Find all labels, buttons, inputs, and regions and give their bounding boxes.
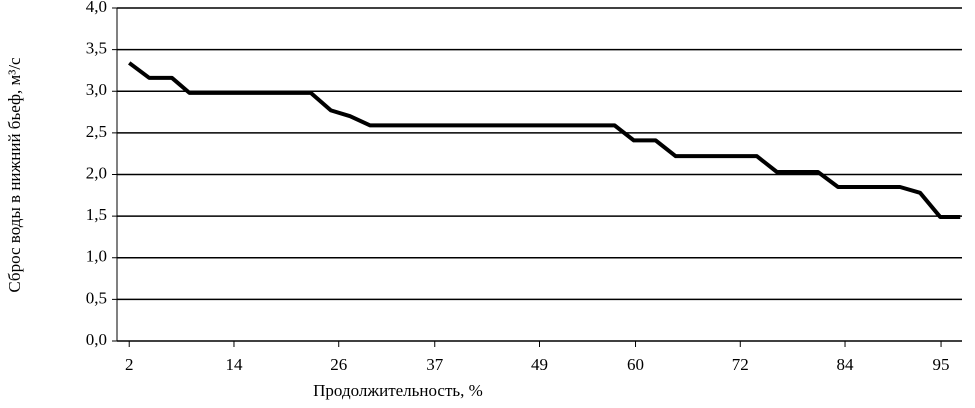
- x-tick-label: 49: [531, 355, 548, 374]
- y-tick-label: 4,0: [86, 0, 107, 16]
- y-axis-label: Сброс воды в нижний бьеф, м³/с: [5, 57, 24, 293]
- x-tick-label: 37: [426, 355, 444, 374]
- y-tick-label: 3,5: [86, 39, 107, 58]
- x-tick-label: 60: [627, 355, 644, 374]
- x-tick-label: 14: [225, 355, 243, 374]
- y-tick-label: 0,0: [86, 330, 107, 349]
- x-axis-label: Продолжительность, %: [313, 381, 483, 400]
- x-tick-label: 95: [933, 355, 950, 374]
- line: [128, 61, 961, 219]
- y-tick-label: 1,5: [86, 205, 107, 224]
- x-tick-label: 26: [330, 355, 347, 374]
- y-tick-label: 2,5: [86, 122, 107, 141]
- y-tick-label: 1,0: [86, 247, 107, 266]
- y-tick-label: 3,0: [86, 80, 107, 99]
- x-tick-label: 2: [125, 355, 134, 374]
- y-tick-label: 2,0: [86, 163, 107, 182]
- x-tick-label: 72: [732, 355, 749, 374]
- x-tick-label: 84: [837, 355, 855, 374]
- y-tick-label: 0,5: [86, 288, 107, 307]
